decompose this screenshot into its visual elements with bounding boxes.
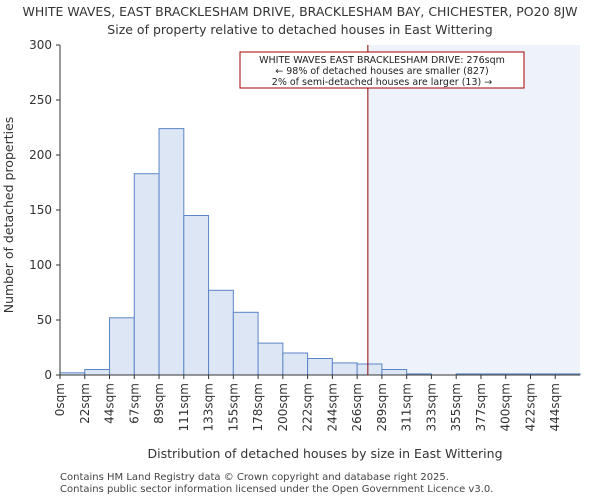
bar-44sqm xyxy=(109,317,135,376)
footer-line-2: Contains public sector information licen… xyxy=(60,484,494,495)
x-tick-label: 133sqm xyxy=(202,383,216,431)
y-tick-label: 200 xyxy=(29,148,52,162)
x-tick-label: 22sqm xyxy=(78,383,92,424)
x-tick-label: 155sqm xyxy=(226,383,240,431)
x-tick-label: 266sqm xyxy=(350,383,364,431)
x-tick-label: 67sqm xyxy=(127,383,141,424)
x-tick-label: 444sqm xyxy=(548,383,562,431)
bar-67sqm xyxy=(133,173,160,376)
footer-line-1: Contains HM Land Registry data © Crown c… xyxy=(60,472,449,483)
x-tick-label: 422sqm xyxy=(523,383,537,431)
bar-22sqm xyxy=(84,369,111,376)
y-tick-label: 150 xyxy=(29,203,52,217)
x-tick-label: 222sqm xyxy=(301,383,315,431)
bar-200sqm xyxy=(282,352,309,376)
bar-111sqm xyxy=(183,215,210,376)
y-tick-label: 250 xyxy=(29,93,52,107)
x-tick-label: 0sqm xyxy=(53,383,67,416)
bar-133sqm xyxy=(208,289,234,376)
y-axis-label: Number of detached properties xyxy=(1,117,16,314)
bar-289sqm xyxy=(381,369,408,376)
y-tick-label: 100 xyxy=(29,258,52,272)
chart-subtitle: Size of property relative to detached ho… xyxy=(107,22,493,37)
chart-title: WHITE WAVES, EAST BRACKLESHAM DRIVE, BRA… xyxy=(22,4,578,19)
y-tick-label: 300 xyxy=(29,38,52,52)
x-tick-label: 333sqm xyxy=(424,383,438,431)
annotation-line-3: 2% of semi-detached houses are larger (1… xyxy=(272,77,492,88)
annotation-line-2: ← 98% of detached houses are smaller (82… xyxy=(275,66,488,77)
x-tick-label: 111sqm xyxy=(177,383,191,431)
y-tick-label: 50 xyxy=(37,313,52,327)
bar-222sqm xyxy=(307,358,333,376)
bar-178sqm xyxy=(257,342,284,376)
x-tick-label: 355sqm xyxy=(449,383,463,431)
x-tick-label: 377sqm xyxy=(474,383,488,431)
bar-155sqm xyxy=(232,311,259,376)
annotation-line-1: WHITE WAVES EAST BRACKLESHAM DRIVE: 276s… xyxy=(259,55,505,66)
x-tick-label: 289sqm xyxy=(375,383,389,431)
x-tick-label: 200sqm xyxy=(276,383,290,431)
x-tick-label: 44sqm xyxy=(103,383,117,424)
x-tick-label: 89sqm xyxy=(152,383,166,424)
x-tick-label: 311sqm xyxy=(400,383,414,431)
x-axis-label: Distribution of detached houses by size … xyxy=(147,446,502,461)
bar-266sqm xyxy=(356,363,383,376)
y-tick-label: 0 xyxy=(44,368,52,382)
bar-244sqm xyxy=(331,362,358,376)
x-tick-label: 178sqm xyxy=(251,383,265,431)
x-tick-label: 244sqm xyxy=(325,383,339,431)
highlight-region xyxy=(367,45,580,375)
x-tick-label: 400sqm xyxy=(499,383,513,431)
bar-89sqm xyxy=(158,128,185,376)
annotation-box xyxy=(239,51,525,89)
